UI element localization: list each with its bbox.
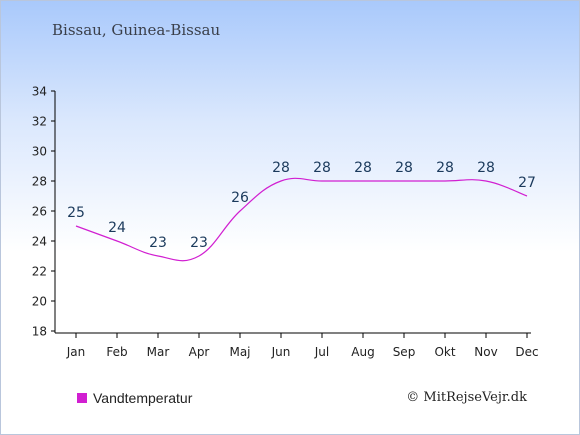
- y-tick-label: 20: [32, 295, 47, 309]
- source-credit: © MitRejseVejr.dk: [406, 390, 527, 405]
- x-tick-label: Mar: [147, 345, 170, 359]
- data-label: 27: [518, 175, 536, 191]
- x-tick-label: Jan: [66, 345, 86, 359]
- data-label: 23: [149, 235, 167, 251]
- legend: Vandtemperatur: [77, 390, 192, 406]
- y-tick-label: 34: [32, 85, 47, 99]
- x-tick-label: Jun: [271, 345, 291, 359]
- data-label: 28: [436, 160, 454, 176]
- y-tick-label: 32: [32, 115, 47, 129]
- data-label: 28: [395, 160, 413, 176]
- y-tick-label: 24: [32, 235, 47, 249]
- series-line-vandtemperatur: [75, 177, 528, 262]
- x-tick-label: Nov: [474, 345, 497, 359]
- x-tick-label: Aug: [351, 345, 374, 359]
- data-label: 28: [272, 160, 290, 176]
- data-label: 23: [190, 235, 208, 251]
- chart-subtitle: Bissau, Guinea-Bissau: [52, 21, 221, 39]
- legend-label: Vandtemperatur: [93, 390, 193, 406]
- data-label: 28: [477, 160, 495, 176]
- y-tick-label: 26: [32, 205, 47, 219]
- data-label: 25: [67, 205, 85, 221]
- data-label: 26: [231, 190, 249, 206]
- x-tick-label: Apr: [189, 345, 210, 359]
- data-label: 28: [354, 160, 372, 176]
- x-ticks: Jan Feb Mar Apr Maj Jun Jul Aug Sep Okt Nov Dec: [66, 333, 539, 359]
- legend-swatch: [77, 393, 87, 403]
- data-label: 28: [313, 160, 331, 176]
- y-tick-label: 18: [32, 325, 47, 339]
- data-labels: 25 24 23 23 26 28 28 28 28 28 28 27: [67, 160, 536, 251]
- y-tick-label: 22: [32, 265, 47, 279]
- x-tick-label: Feb: [106, 345, 127, 359]
- x-tick-label: Sep: [393, 345, 416, 359]
- y-ticks: 18 20 22 24 26 28 30 32 34: [32, 85, 55, 339]
- y-tick-label: 28: [32, 175, 47, 189]
- x-tick-label: Dec: [515, 345, 538, 359]
- x-tick-label: Maj: [229, 345, 250, 359]
- x-tick-label: Jul: [314, 345, 329, 359]
- axes: [54, 91, 531, 334]
- y-tick-label: 30: [32, 145, 47, 159]
- x-tick-label: Okt: [434, 345, 455, 359]
- data-label: 24: [108, 220, 126, 236]
